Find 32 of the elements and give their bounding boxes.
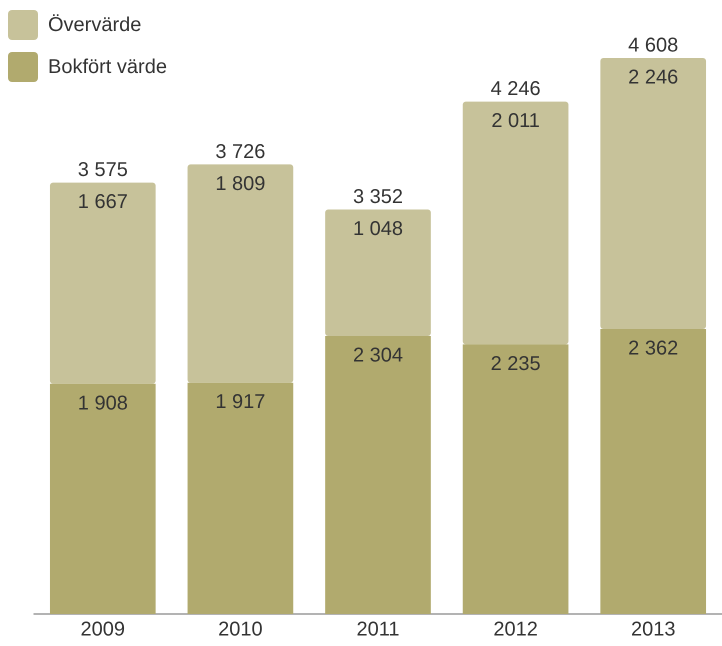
legend-label: Bokfört värde	[48, 56, 167, 78]
bar	[188, 382, 294, 614]
bar	[325, 336, 431, 614]
data-label: 2 246	[628, 66, 678, 89]
x-tick-label: 2009	[80, 618, 126, 641]
bar	[462, 102, 568, 344]
total-label: 4 246	[490, 78, 541, 100]
legend-label: Övervärde	[48, 14, 142, 36]
data-label: 1 809	[215, 172, 266, 195]
data-label: 1 048	[352, 218, 404, 240]
x-tick-label: 2012	[493, 618, 538, 641]
data-label: 2 362	[628, 338, 678, 360]
x-tick-label: 2011	[356, 618, 400, 641]
total-label: 3 575	[78, 159, 128, 182]
bar	[188, 164, 294, 383]
total-label: 3 352	[352, 186, 404, 208]
data-label: 1 667	[78, 191, 128, 214]
bar	[50, 182, 156, 384]
data-label: 1 917	[215, 391, 266, 414]
x-tick-label: 2010	[218, 618, 263, 641]
bar	[462, 344, 568, 614]
bar	[325, 210, 431, 336]
bar	[600, 329, 706, 614]
data-label: 2 304	[352, 344, 404, 367]
x-tick-label: 2013	[630, 618, 676, 641]
total-label: 3 726	[215, 140, 266, 163]
bar	[600, 58, 706, 329]
data-label: 1 908	[78, 392, 128, 414]
bar	[50, 384, 156, 614]
data-label: 2 011	[491, 110, 540, 132]
data-label: 2 235	[490, 352, 541, 375]
total-label: 4 608	[628, 34, 678, 57]
